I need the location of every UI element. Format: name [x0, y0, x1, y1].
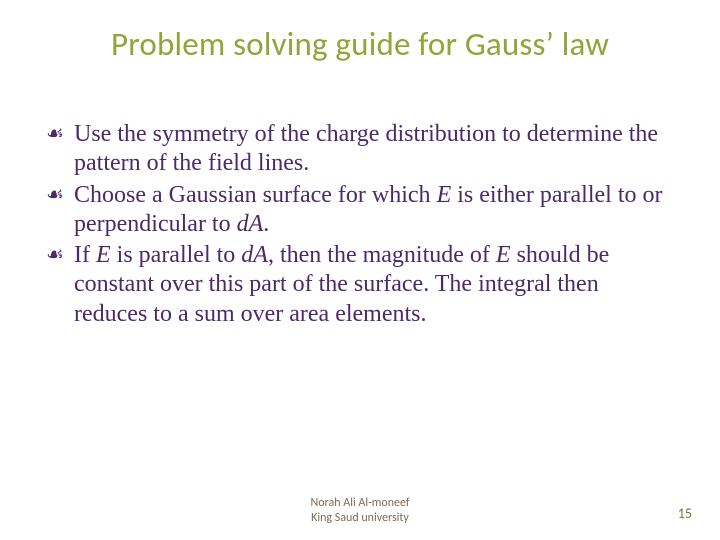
bullet-item: ☙ If E is parallel to dA, then the magni…	[46, 241, 670, 329]
footer-author: Norah Ali Al-moneef	[0, 496, 720, 511]
page-number: 15	[678, 505, 692, 522]
bullet-text: If E is parallel to dA, then the magnitu…	[74, 242, 609, 327]
slide-title: Problem solving guide for Gauss’ law	[40, 24, 680, 64]
bullet-text: Choose a Gaussian surface for which E is…	[74, 182, 663, 237]
bullet-item: ☙ Choose a Gaussian surface for which E …	[46, 181, 670, 240]
footer: Norah Ali Al-moneef King Saud university	[0, 496, 720, 526]
bullet-text: Use the symmetry of the charge distribut…	[74, 121, 658, 176]
slide: Problem solving guide for Gauss’ law ☙ U…	[0, 0, 720, 540]
footer-affiliation: King Saud university	[0, 511, 720, 526]
bullet-icon: ☙	[46, 124, 64, 144]
bullet-list: ☙ Use the symmetry of the charge distrib…	[40, 120, 680, 329]
bullet-icon: ☙	[46, 185, 64, 205]
bullet-icon: ☙	[46, 245, 64, 265]
bullet-item: ☙ Use the symmetry of the charge distrib…	[46, 120, 670, 179]
